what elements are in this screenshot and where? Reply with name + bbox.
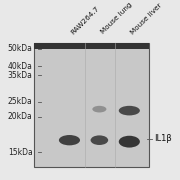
Text: RAW264.7: RAW264.7 <box>69 5 100 35</box>
Ellipse shape <box>92 106 106 112</box>
Ellipse shape <box>119 136 140 148</box>
Text: 15kDa: 15kDa <box>8 147 32 156</box>
Text: 50kDa: 50kDa <box>8 44 32 53</box>
Ellipse shape <box>59 135 80 145</box>
FancyBboxPatch shape <box>34 43 149 167</box>
Text: Mouse liver: Mouse liver <box>129 2 163 35</box>
Text: Mouse lung: Mouse lung <box>99 2 133 35</box>
Text: 25kDa: 25kDa <box>8 97 32 106</box>
Text: 40kDa: 40kDa <box>8 62 32 71</box>
Text: 35kDa: 35kDa <box>8 71 32 80</box>
Text: IL1β: IL1β <box>154 134 172 143</box>
Text: 20kDa: 20kDa <box>8 112 32 121</box>
Ellipse shape <box>119 106 140 115</box>
Ellipse shape <box>91 135 108 145</box>
FancyBboxPatch shape <box>34 43 149 49</box>
